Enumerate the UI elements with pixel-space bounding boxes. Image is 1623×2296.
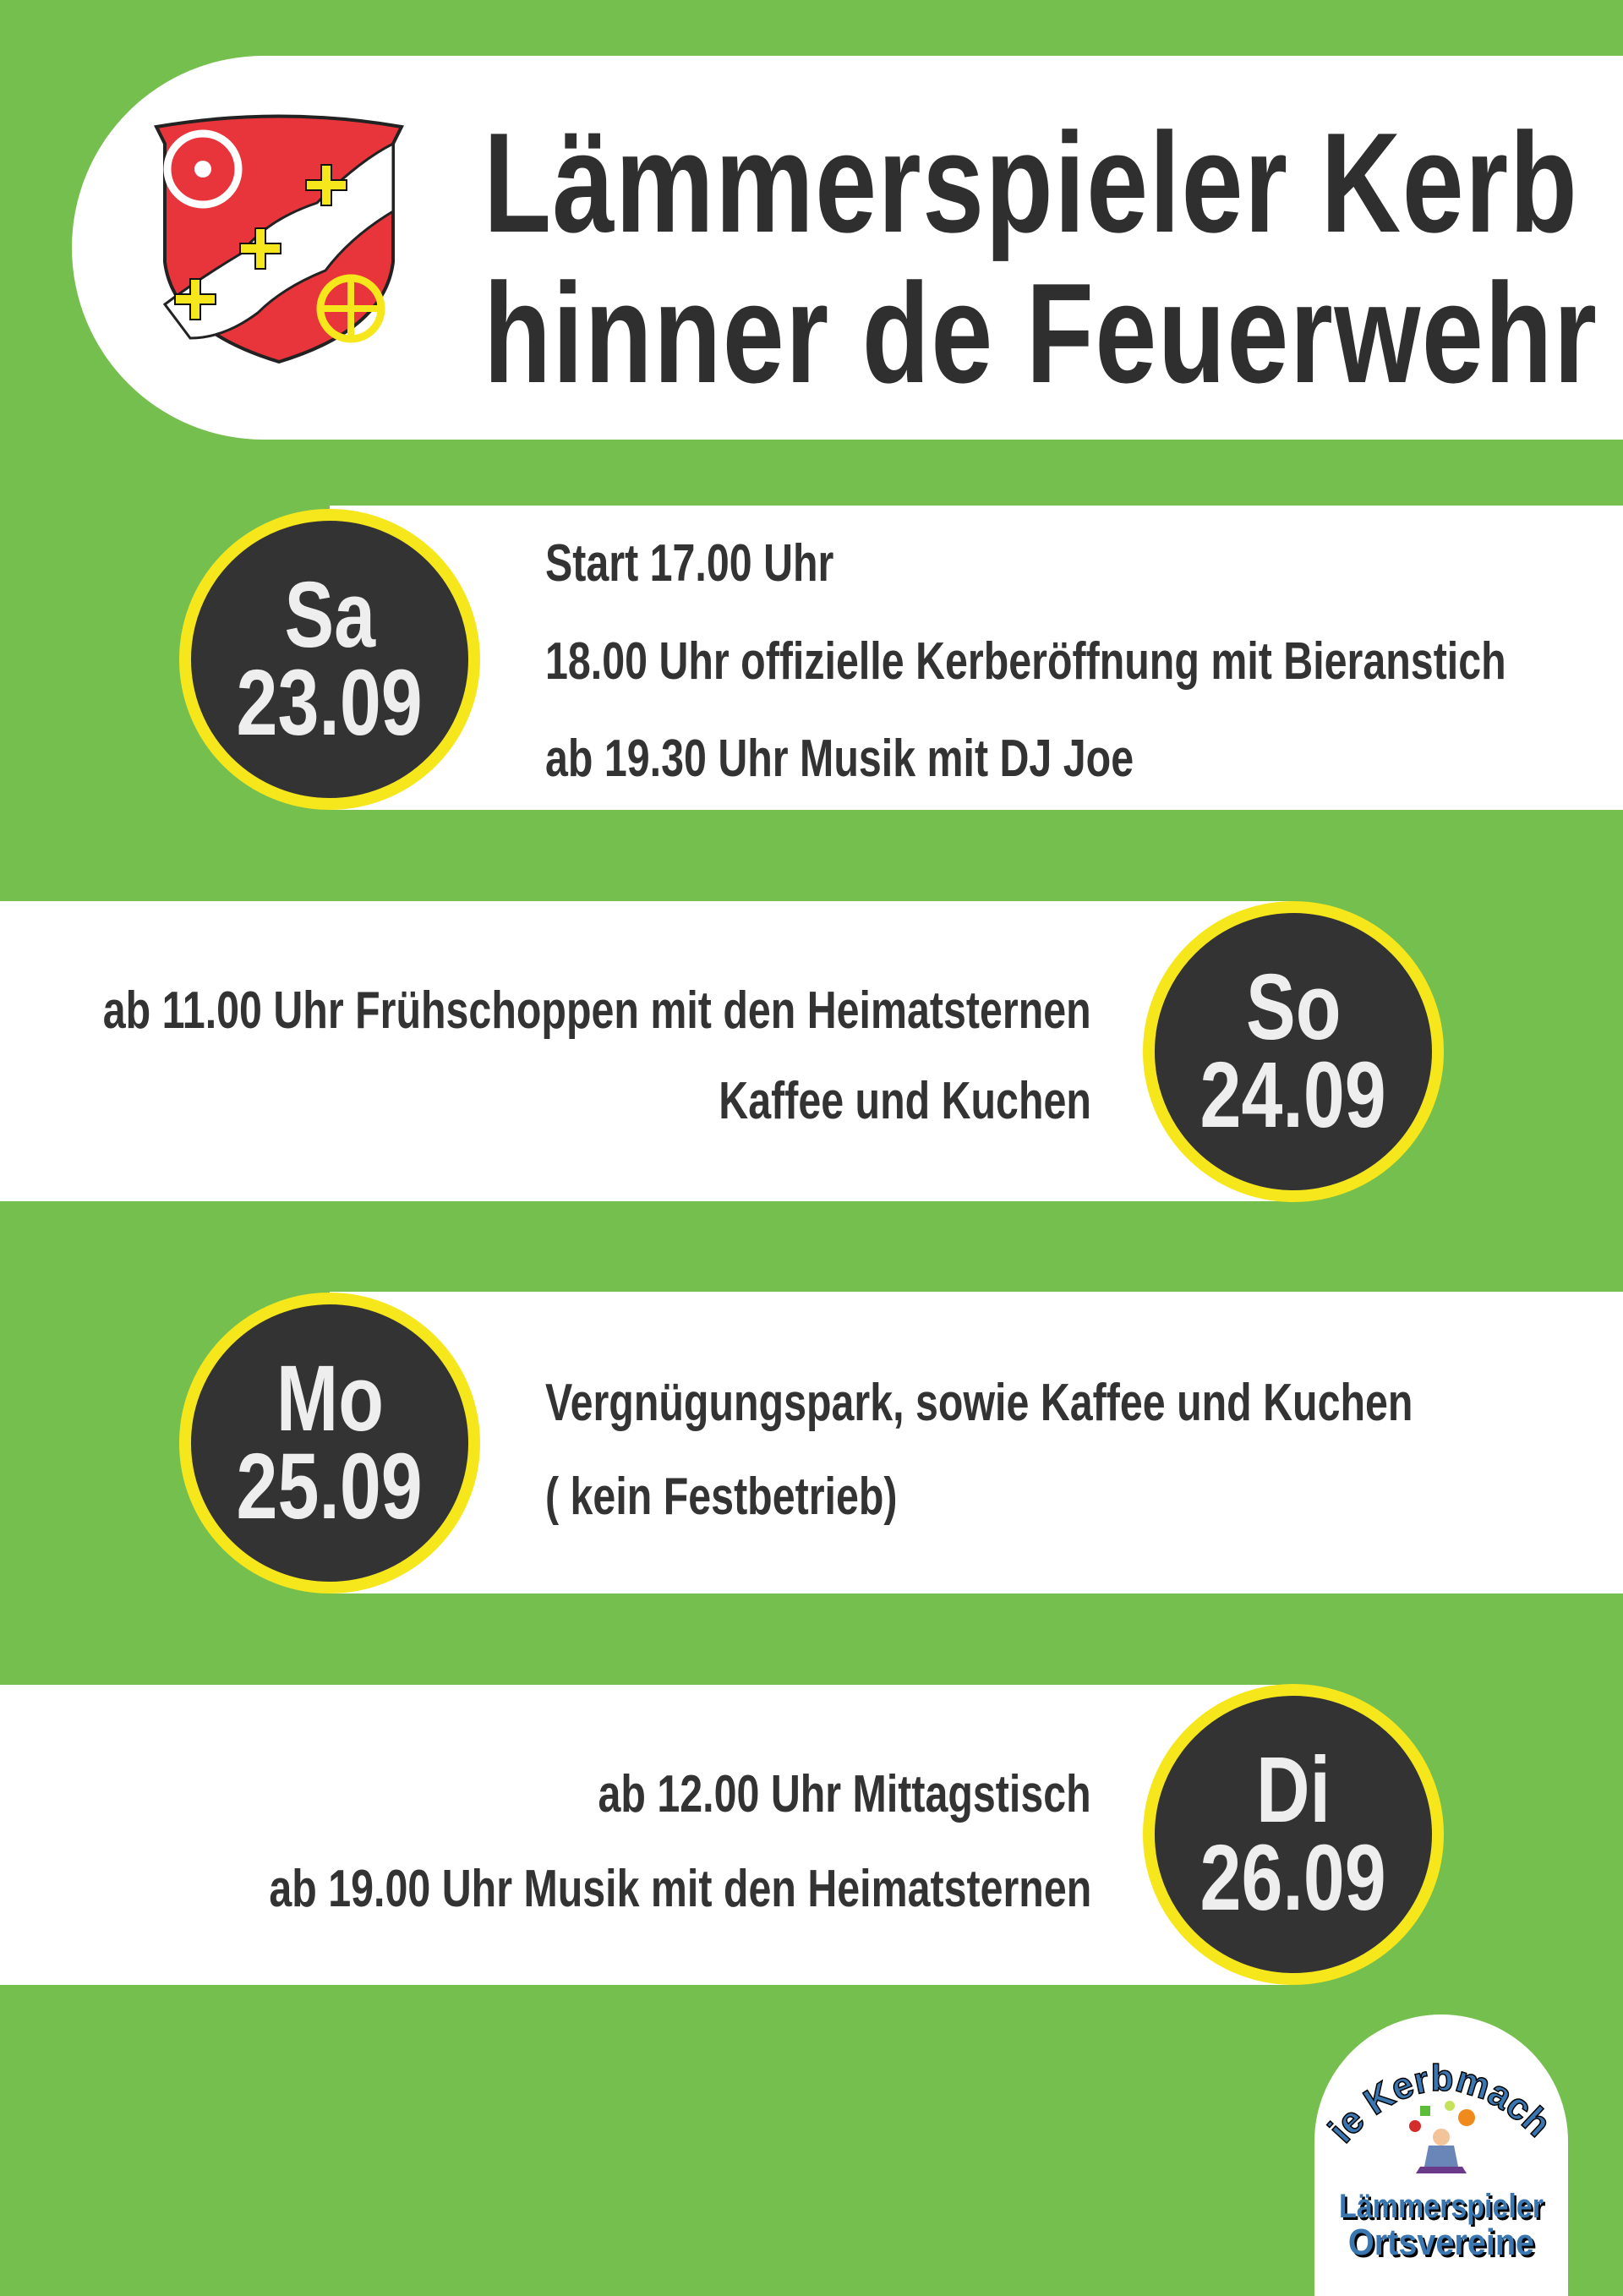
- logo-line-2: Ortsvereine: [1347, 2222, 1535, 2263]
- event-line: ab 12.00 Uhr Mittagstisch: [598, 1765, 1091, 1823]
- date-label: 23.09: [236, 651, 424, 755]
- day-label: Mo: [276, 1346, 384, 1451]
- date-badge-tuesday: Di 26.09: [1143, 1684, 1444, 1985]
- day-label: Sa: [284, 562, 375, 667]
- day-label: Di: [1256, 1737, 1331, 1842]
- event-band-sunday: [0, 901, 1293, 1201]
- event-line: ab 19.30 Uhr Musik mit DJ Joe: [545, 730, 1134, 788]
- event-line: 18.00 Uhr offizielle Kerberöffnung mit B…: [545, 632, 1506, 691]
- logo-line-1: Lämmerspieler: [1339, 2188, 1544, 2225]
- date-label: 24.09: [1199, 1043, 1387, 1147]
- event-band-saturday: [330, 506, 1623, 810]
- day-label: So: [1245, 954, 1342, 1059]
- logo-arc-text: Die Kerbmacher: [1314, 2031, 1560, 2151]
- date-label: 26.09: [1199, 1826, 1387, 1930]
- date-badge-saturday: Sa 23.09: [179, 509, 480, 810]
- title-line-2: hinner de Feuerwehr: [484, 254, 1598, 413]
- event-line: Start 17.00 Uhr: [545, 534, 834, 593]
- coat-of-arms-icon: [154, 114, 404, 364]
- kerbmacher-logo: Die Kerbmacher Lämmerspieler Ortsvereine: [1314, 2014, 1568, 2296]
- event-band-tuesday: [0, 1685, 1293, 1985]
- event-line: Vergnügungspark, sowie Kaffee und Kuchen: [545, 1374, 1413, 1432]
- date-badge-monday: Mo 25.09: [179, 1293, 480, 1594]
- event-line: ( kein Festbetrieb): [545, 1468, 898, 1526]
- event-line: Kaffee und Kuchen: [719, 1072, 1091, 1130]
- date-label: 25.09: [236, 1435, 424, 1539]
- event-line: ab 19.00 Uhr Musik mit den Heimatsternen: [269, 1860, 1091, 1918]
- date-badge-sunday: So 24.09: [1143, 901, 1444, 1202]
- event-band-monday: [330, 1292, 1623, 1594]
- title-line-1: Lämmerspieler Kerb: [484, 103, 1579, 262]
- event-line: ab 11.00 Uhr Frühschoppen mit den Heimat…: [103, 981, 1091, 1040]
- jester-juggler-icon: [1409, 2101, 1475, 2173]
